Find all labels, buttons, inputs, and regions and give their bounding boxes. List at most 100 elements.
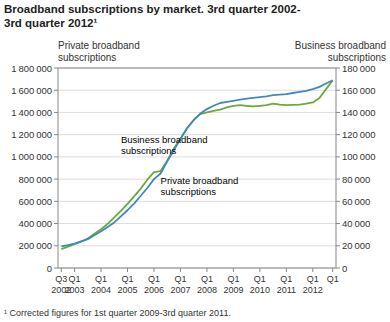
text-line: 2006 (144, 285, 164, 295)
background (0, 0, 390, 322)
text-line: 2005 (117, 285, 137, 295)
y2-tick-label: 100 000 (342, 151, 376, 162)
text-line: Q1 (95, 274, 107, 284)
grid-line (58, 112, 336, 113)
text-line: Q1 (69, 274, 81, 284)
x-tick (74, 268, 75, 272)
y-tick (54, 68, 58, 69)
y-tick-label: 1 000 000 (11, 151, 52, 162)
x-tick-label: Q12004 (91, 274, 111, 295)
x-tick (127, 268, 128, 272)
text-line: 3rd quarter 2012¹ (4, 17, 97, 29)
text-line: 2003 (65, 285, 85, 295)
y-tick-label: 0 (47, 263, 52, 274)
text-line: subscriptions (58, 52, 116, 63)
x-tick (233, 268, 234, 272)
x-tick (259, 268, 260, 272)
grid-line (58, 201, 336, 202)
y2-tick (336, 90, 340, 91)
y-tick (54, 201, 58, 202)
grid-line (58, 245, 336, 246)
y2-tick-label: 0 (342, 263, 347, 274)
y-tick-label: 1 400 000 (11, 107, 52, 118)
text-line: 2009 (223, 285, 243, 295)
text-line: Business broadband (121, 134, 208, 145)
text-line: Q1 (307, 274, 319, 284)
text-line: 2007 (170, 285, 190, 295)
text-line: 2004 (91, 285, 111, 295)
y2-tick-label: 40 000 (342, 218, 370, 229)
text-line: Q1 (254, 274, 266, 284)
text-line: Q1 (148, 274, 160, 284)
text-line: Private broadband (58, 40, 140, 51)
y2-tick-label: 160 000 (342, 85, 376, 96)
x-tick (101, 268, 102, 272)
text-line: Q1 (327, 274, 339, 284)
x-tick-label: Q1 (327, 274, 339, 284)
y2-tick (336, 245, 340, 246)
x-tick-label: Q12003 (65, 274, 85, 295)
x-tick-label: Q12006 (144, 274, 164, 295)
text-line: Q1 (174, 274, 186, 284)
x-tick-label: Q12012 (303, 274, 323, 295)
axes: 0200 000400 000600 000800 0001 000 0001 … (11, 63, 375, 296)
x-tick (206, 268, 207, 272)
text-line: Q1 (227, 274, 239, 284)
x-tick-label: Q12011 (277, 274, 296, 295)
text-line: 2008 (197, 285, 217, 295)
x-tick (286, 268, 287, 272)
text-line: Q3 (55, 274, 67, 284)
y-tick-label: 200 000 (18, 240, 52, 251)
text-line: 2012 (303, 285, 323, 295)
x-tick (153, 268, 154, 272)
y-tick-label: 600 000 (18, 196, 52, 207)
text-line: subscriptions (121, 145, 177, 156)
grid-line (58, 156, 336, 157)
text-line: Q1 (280, 274, 292, 284)
text-line: 2011 (277, 285, 296, 295)
annotation: Business broadbandsubscriptions (121, 134, 208, 156)
y-axis-label: Private broadbandsubscriptions (58, 40, 140, 63)
text-line: Broadband subscriptions by market. 3rd q… (4, 3, 301, 15)
text-line: 2010 (250, 285, 270, 295)
text-line: Q1 (121, 274, 133, 284)
y2-tick-label: 20 000 (342, 240, 370, 251)
y2-tick (336, 156, 340, 157)
y-tick-label: 800 000 (18, 174, 52, 185)
x-tick-label: Q12005 (117, 274, 137, 295)
y2-tick-label: 140 000 (342, 107, 376, 118)
grid-line (58, 223, 336, 224)
y-tick-label: 1 200 000 (11, 129, 52, 140)
title: Broadband subscriptions by market. 3rd q… (4, 3, 301, 29)
y2-tick (336, 201, 340, 202)
y2-tick-label: 80 000 (342, 174, 370, 185)
y2-tick (336, 223, 340, 224)
series-group (61, 80, 332, 249)
series-line (61, 80, 332, 246)
series-line (61, 80, 332, 249)
y2-tick (336, 179, 340, 180)
y2-tick (336, 68, 340, 69)
y-tick-label: 1 600 000 (11, 85, 52, 96)
x-tick-label: Q12010 (250, 274, 270, 295)
y-tick (54, 156, 58, 157)
x-tick-label: Q12007 (170, 274, 190, 295)
y-tick (54, 134, 58, 135)
x-tick (312, 268, 313, 272)
y-tick (54, 268, 58, 269)
y-tick (54, 90, 58, 91)
y-tick (54, 112, 58, 113)
x-tick-label: Q12009 (223, 274, 243, 295)
y2-tick-label: 60 000 (342, 196, 370, 207)
x-tick-label: Q12008 (197, 274, 217, 295)
x-tick (332, 268, 333, 272)
footnote: ¹ Corrected figures for 1st quarter 2009… (4, 308, 231, 318)
text-line: Q1 (201, 274, 213, 284)
text-line: subscriptions (161, 186, 217, 197)
text-line: Private broadband (161, 175, 239, 186)
text-line: Business broadband (295, 40, 386, 51)
plot-frame (58, 68, 336, 268)
y2-tick (336, 134, 340, 135)
y-tick-label: 1 800 000 (11, 63, 52, 74)
chart: Broadband subscriptions by market. 3rd q… (0, 0, 390, 322)
